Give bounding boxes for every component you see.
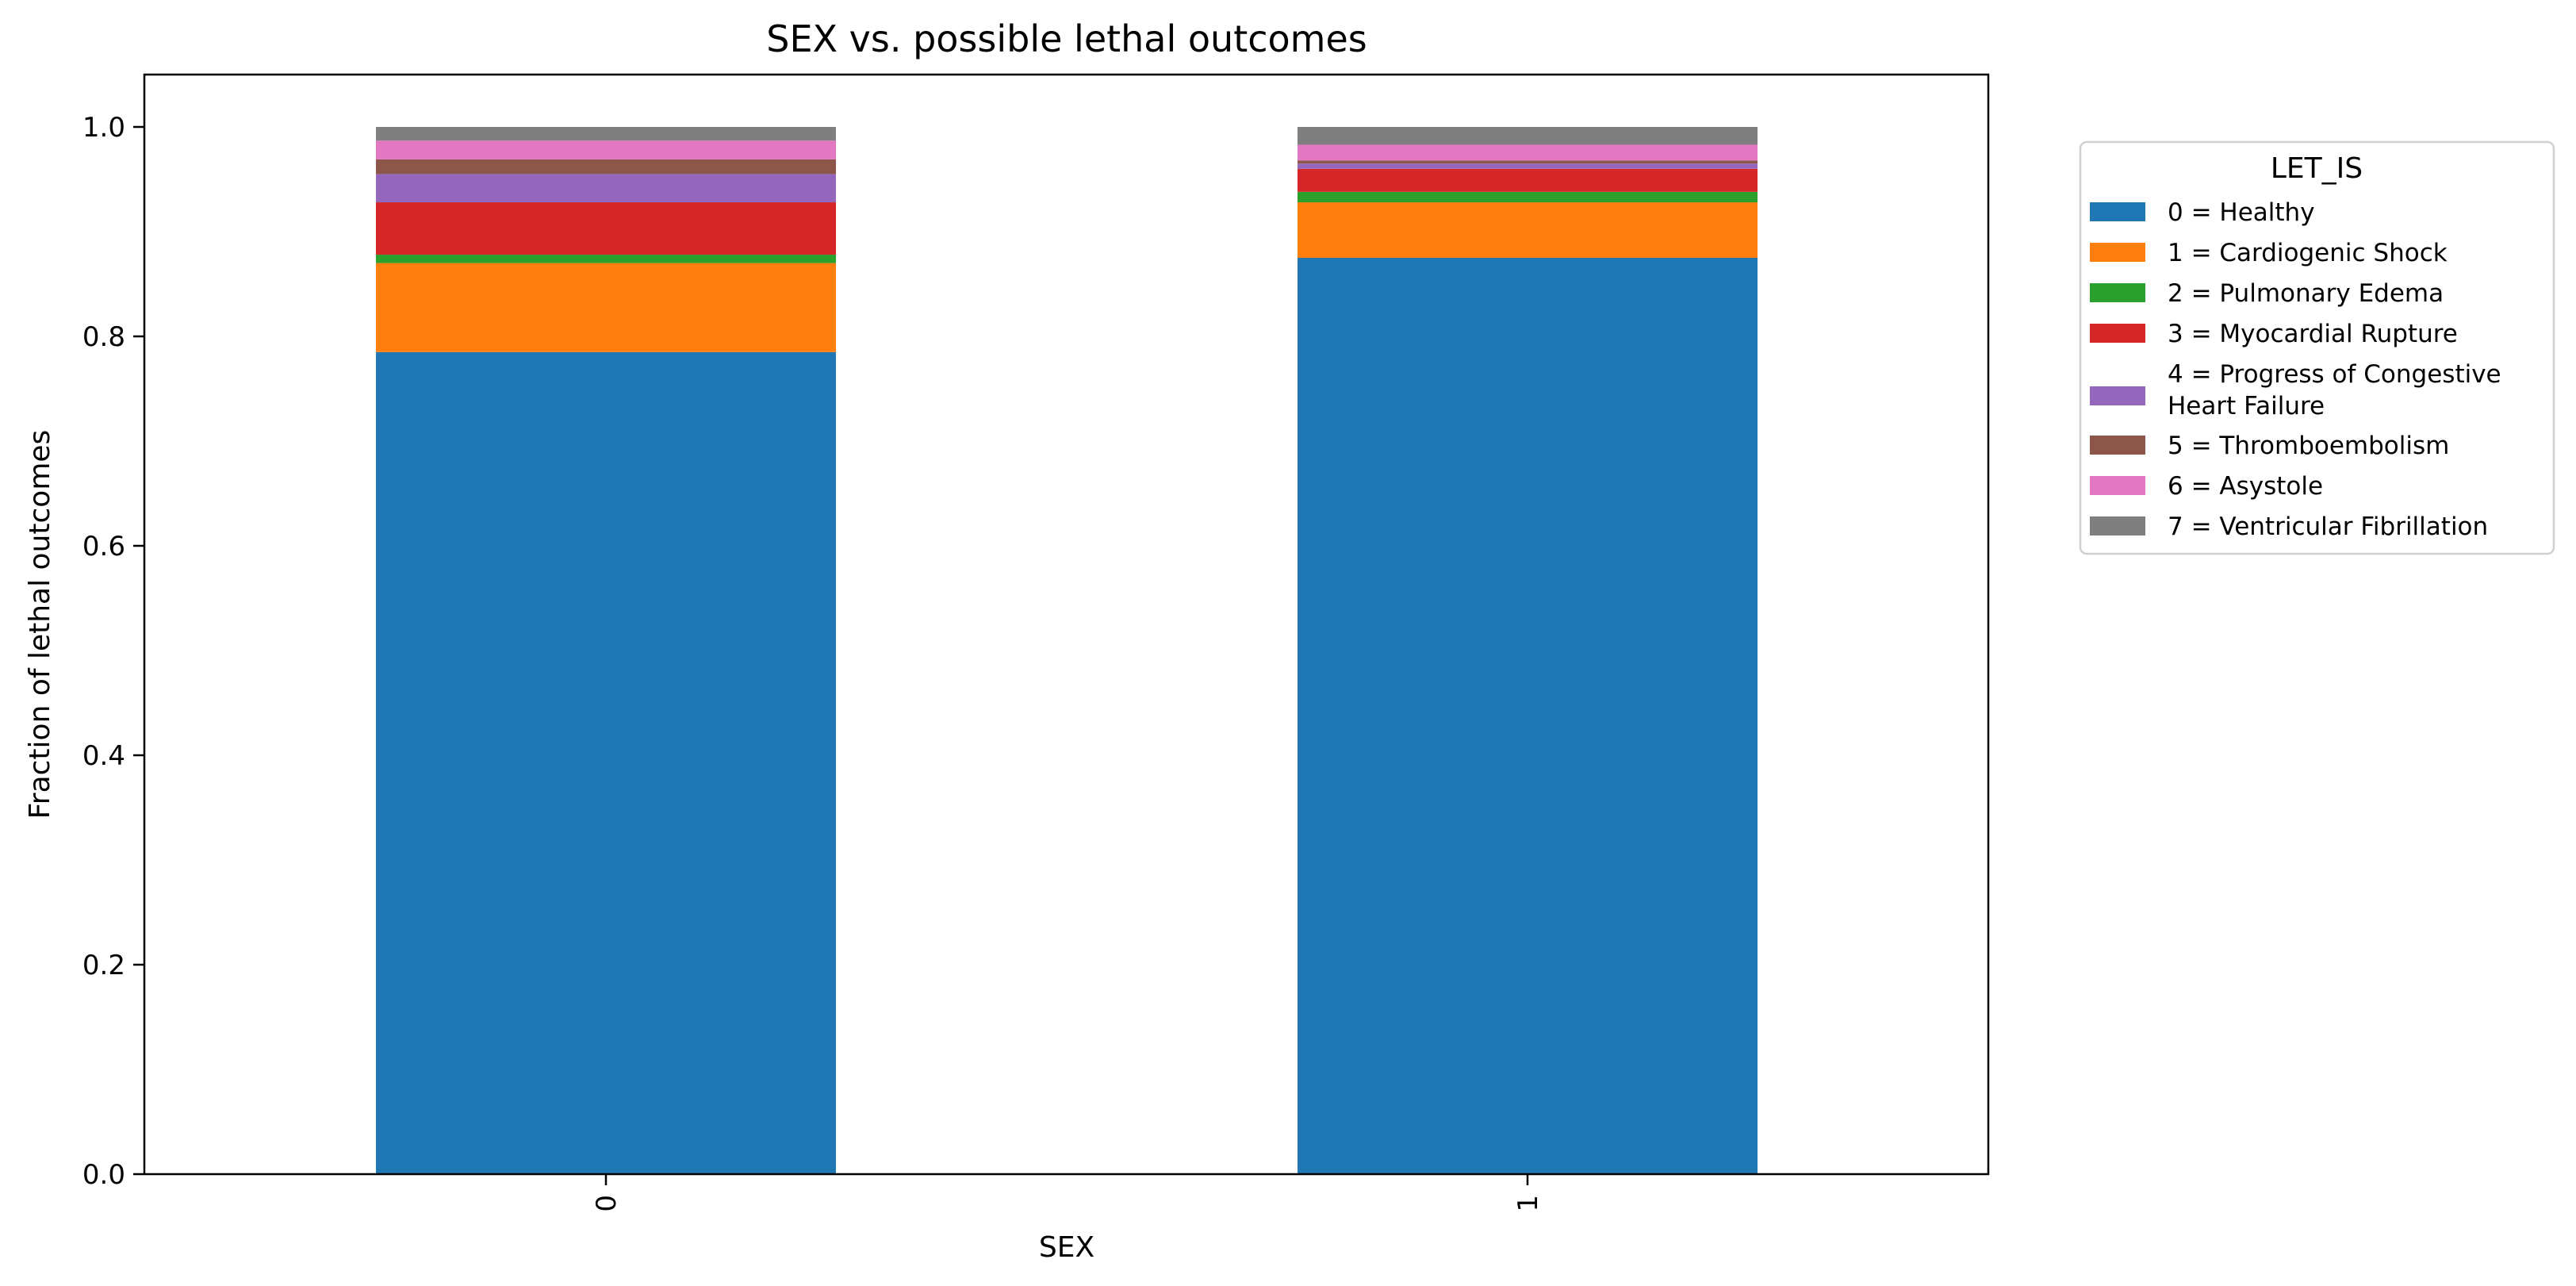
- legend-label: 1 = Cardiogenic Shock: [2168, 239, 2448, 267]
- bar-segment-sex-1-outcome-5: [1298, 160, 1758, 164]
- legend-label: 3 = Myocardial Rupture: [2168, 320, 2458, 348]
- bar-segment-sex-1-outcome-3: [1298, 168, 1758, 192]
- plot-frame: [143, 73, 1990, 1176]
- y-tick-label: 0.0: [82, 1159, 125, 1191]
- y-tick-label: 0.6: [82, 531, 125, 562]
- legend-swatch: [2090, 436, 2145, 455]
- bar-segment-sex-1-outcome-4: [1298, 163, 1758, 169]
- bar-segment-sex-0-outcome-2: [376, 255, 836, 263]
- legend-title: LET_IS: [2271, 152, 2363, 185]
- legend-label: 7 = Ventricular Fibrillation: [2168, 512, 2488, 541]
- legend-swatch: [2090, 324, 2145, 343]
- bar-segment-sex-1-outcome-7: [1298, 127, 1758, 145]
- bar-segment-sex-1-outcome-1: [1298, 202, 1758, 258]
- x-tick-label: 0: [591, 1195, 623, 1212]
- y-tick-label: 0.4: [82, 740, 125, 772]
- legend-label: 0 = Healthy: [2168, 198, 2315, 227]
- x-axis-label: SEX: [1039, 1231, 1094, 1264]
- legend: LET_IS 0 = Healthy 1 = Cardiogenic Shock 2…: [2079, 140, 2555, 555]
- bar-segment-sex-0-outcome-6: [376, 140, 836, 159]
- legend-label: 5 = Thromboembolism: [2168, 432, 2449, 460]
- legend-swatch: [2090, 516, 2145, 536]
- bar-segment-sex-0-outcome-7: [376, 127, 836, 141]
- legend-items: 0 = Healthy 1 = Cardiogenic Shock 2 = Pulm…: [2090, 198, 2501, 541]
- bar-segment-sex-0-outcome-1: [376, 263, 836, 352]
- y-tick-label: 0.8: [82, 321, 125, 353]
- x-tick-label: 1: [1512, 1195, 1544, 1212]
- legend-frame: [2079, 140, 2555, 555]
- bar-segment-sex-0-outcome-3: [376, 202, 836, 255]
- legend-label: 4 = Progress of Congestive: [2168, 360, 2501, 389]
- legend-swatch: [2090, 202, 2145, 221]
- bar-segment-sex-1-outcome-6: [1298, 144, 1758, 161]
- y-tick-label: 0.2: [82, 950, 125, 981]
- y-axis: 0.0 0.2 0.4 0.6 0.8 1.0: [82, 112, 144, 1191]
- legend-swatch: [2090, 386, 2145, 405]
- bar-segment-sex-1-outcome-2: [1298, 191, 1758, 203]
- bar-segment-sex-0-outcome-4: [376, 174, 836, 203]
- legend-swatch: [2090, 243, 2145, 262]
- bar-segment-sex-1-outcome-0: [1298, 258, 1758, 1174]
- legend-label: 2 = Pulmonary Edema: [2168, 279, 2444, 308]
- legend-label: 6 = Asystole: [2168, 472, 2323, 501]
- bar-segment-sex-0-outcome-5: [376, 159, 836, 175]
- chart-title: SEX vs. possible lethal outcomes: [766, 17, 1367, 60]
- y-tick-label: 1.0: [82, 112, 125, 144]
- legend-label-continued: Heart Failure: [2168, 392, 2325, 420]
- bars: [376, 127, 1758, 1174]
- bar-segment-sex-0-outcome-0: [376, 351, 836, 1174]
- legend-swatch: [2090, 476, 2145, 495]
- y-axis-label: Fraction of lethal outcomes: [24, 430, 56, 820]
- legend-swatch: [2090, 283, 2145, 302]
